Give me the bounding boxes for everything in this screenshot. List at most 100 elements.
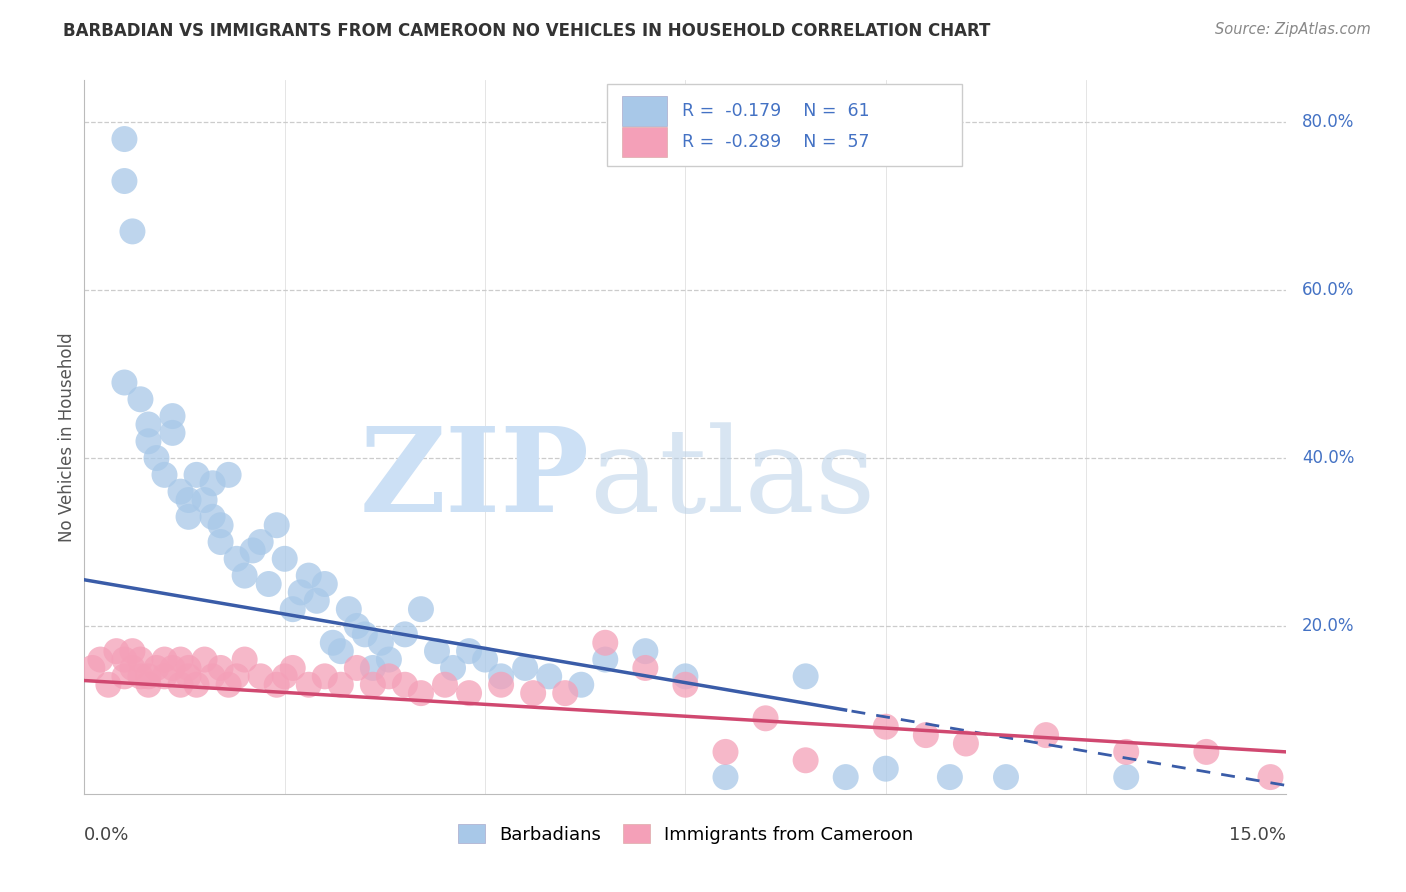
Point — [89, 652, 111, 666]
Point — [162, 661, 184, 675]
Point — [329, 678, 352, 692]
Point — [1115, 745, 1137, 759]
Point — [755, 711, 778, 725]
Text: 80.0%: 80.0% — [1302, 113, 1354, 131]
Point — [186, 678, 208, 692]
Point — [290, 585, 312, 599]
Point — [361, 678, 384, 692]
Point — [1260, 770, 1282, 784]
Point — [714, 770, 737, 784]
Point — [201, 509, 224, 524]
Point — [138, 669, 160, 683]
Point — [129, 669, 152, 683]
Point — [370, 636, 392, 650]
FancyBboxPatch shape — [621, 96, 668, 126]
Point — [875, 762, 897, 776]
Point — [346, 661, 368, 675]
Point — [305, 594, 328, 608]
Text: R =  -0.289    N =  57: R = -0.289 N = 57 — [682, 134, 869, 152]
Point — [153, 669, 176, 683]
Text: BARBADIAN VS IMMIGRANTS FROM CAMEROON NO VEHICLES IN HOUSEHOLD CORRELATION CHART: BARBADIAN VS IMMIGRANTS FROM CAMEROON NO… — [63, 22, 991, 40]
Point — [145, 661, 167, 675]
Point — [314, 669, 336, 683]
Point — [409, 686, 432, 700]
Point — [162, 425, 184, 440]
Text: R =  -0.179    N =  61: R = -0.179 N = 61 — [682, 102, 869, 120]
Point — [489, 678, 512, 692]
Legend: Barbadians, Immigrants from Cameroon: Barbadians, Immigrants from Cameroon — [449, 815, 922, 853]
Point — [209, 535, 232, 549]
Text: 20.0%: 20.0% — [1302, 617, 1354, 635]
Point — [538, 669, 561, 683]
Point — [675, 678, 697, 692]
Point — [274, 669, 297, 683]
Point — [675, 669, 697, 683]
Point — [209, 518, 232, 533]
Point — [114, 376, 135, 390]
Point — [337, 602, 360, 616]
Point — [129, 652, 152, 666]
Point — [169, 484, 191, 499]
Point — [186, 467, 208, 482]
Point — [169, 678, 191, 692]
Point — [266, 678, 288, 692]
Text: atlas: atlas — [589, 423, 876, 537]
Point — [129, 392, 152, 407]
Point — [194, 652, 217, 666]
Point — [97, 678, 120, 692]
Point — [201, 476, 224, 491]
Text: 60.0%: 60.0% — [1302, 281, 1354, 299]
Point — [955, 737, 977, 751]
FancyBboxPatch shape — [607, 84, 962, 166]
Point — [257, 577, 280, 591]
Text: ZIP: ZIP — [360, 423, 589, 537]
Point — [915, 728, 938, 742]
Point — [233, 652, 256, 666]
Point — [634, 644, 657, 658]
Text: 0.0%: 0.0% — [84, 826, 129, 844]
Point — [201, 669, 224, 683]
Point — [114, 132, 135, 146]
Point — [329, 644, 352, 658]
Point — [177, 669, 200, 683]
Point — [114, 669, 135, 683]
Point — [1035, 728, 1057, 742]
Point — [138, 434, 160, 449]
Point — [1195, 745, 1218, 759]
Point — [105, 644, 128, 658]
Point — [218, 467, 240, 482]
Point — [169, 652, 191, 666]
Point — [714, 745, 737, 759]
Point — [346, 619, 368, 633]
Point — [177, 509, 200, 524]
Y-axis label: No Vehicles in Household: No Vehicles in Household — [58, 332, 76, 542]
Point — [249, 669, 271, 683]
Point — [554, 686, 576, 700]
Point — [794, 753, 817, 767]
Point — [266, 518, 288, 533]
Point — [138, 417, 160, 432]
Point — [242, 543, 264, 558]
Point — [314, 577, 336, 591]
Text: Source: ZipAtlas.com: Source: ZipAtlas.com — [1215, 22, 1371, 37]
Point — [489, 669, 512, 683]
Point — [1115, 770, 1137, 784]
Point — [114, 174, 135, 188]
Point — [378, 669, 401, 683]
Point — [162, 409, 184, 423]
Point — [177, 493, 200, 508]
Point — [595, 636, 617, 650]
Point — [194, 493, 217, 508]
Point — [153, 467, 176, 482]
Point — [82, 661, 104, 675]
Point — [145, 451, 167, 466]
Point — [121, 644, 143, 658]
Point — [434, 678, 457, 692]
Point — [458, 644, 481, 658]
Point — [939, 770, 962, 784]
Point — [281, 661, 304, 675]
Point — [835, 770, 858, 784]
Point — [634, 661, 657, 675]
Point — [249, 535, 271, 549]
Point — [274, 551, 297, 566]
